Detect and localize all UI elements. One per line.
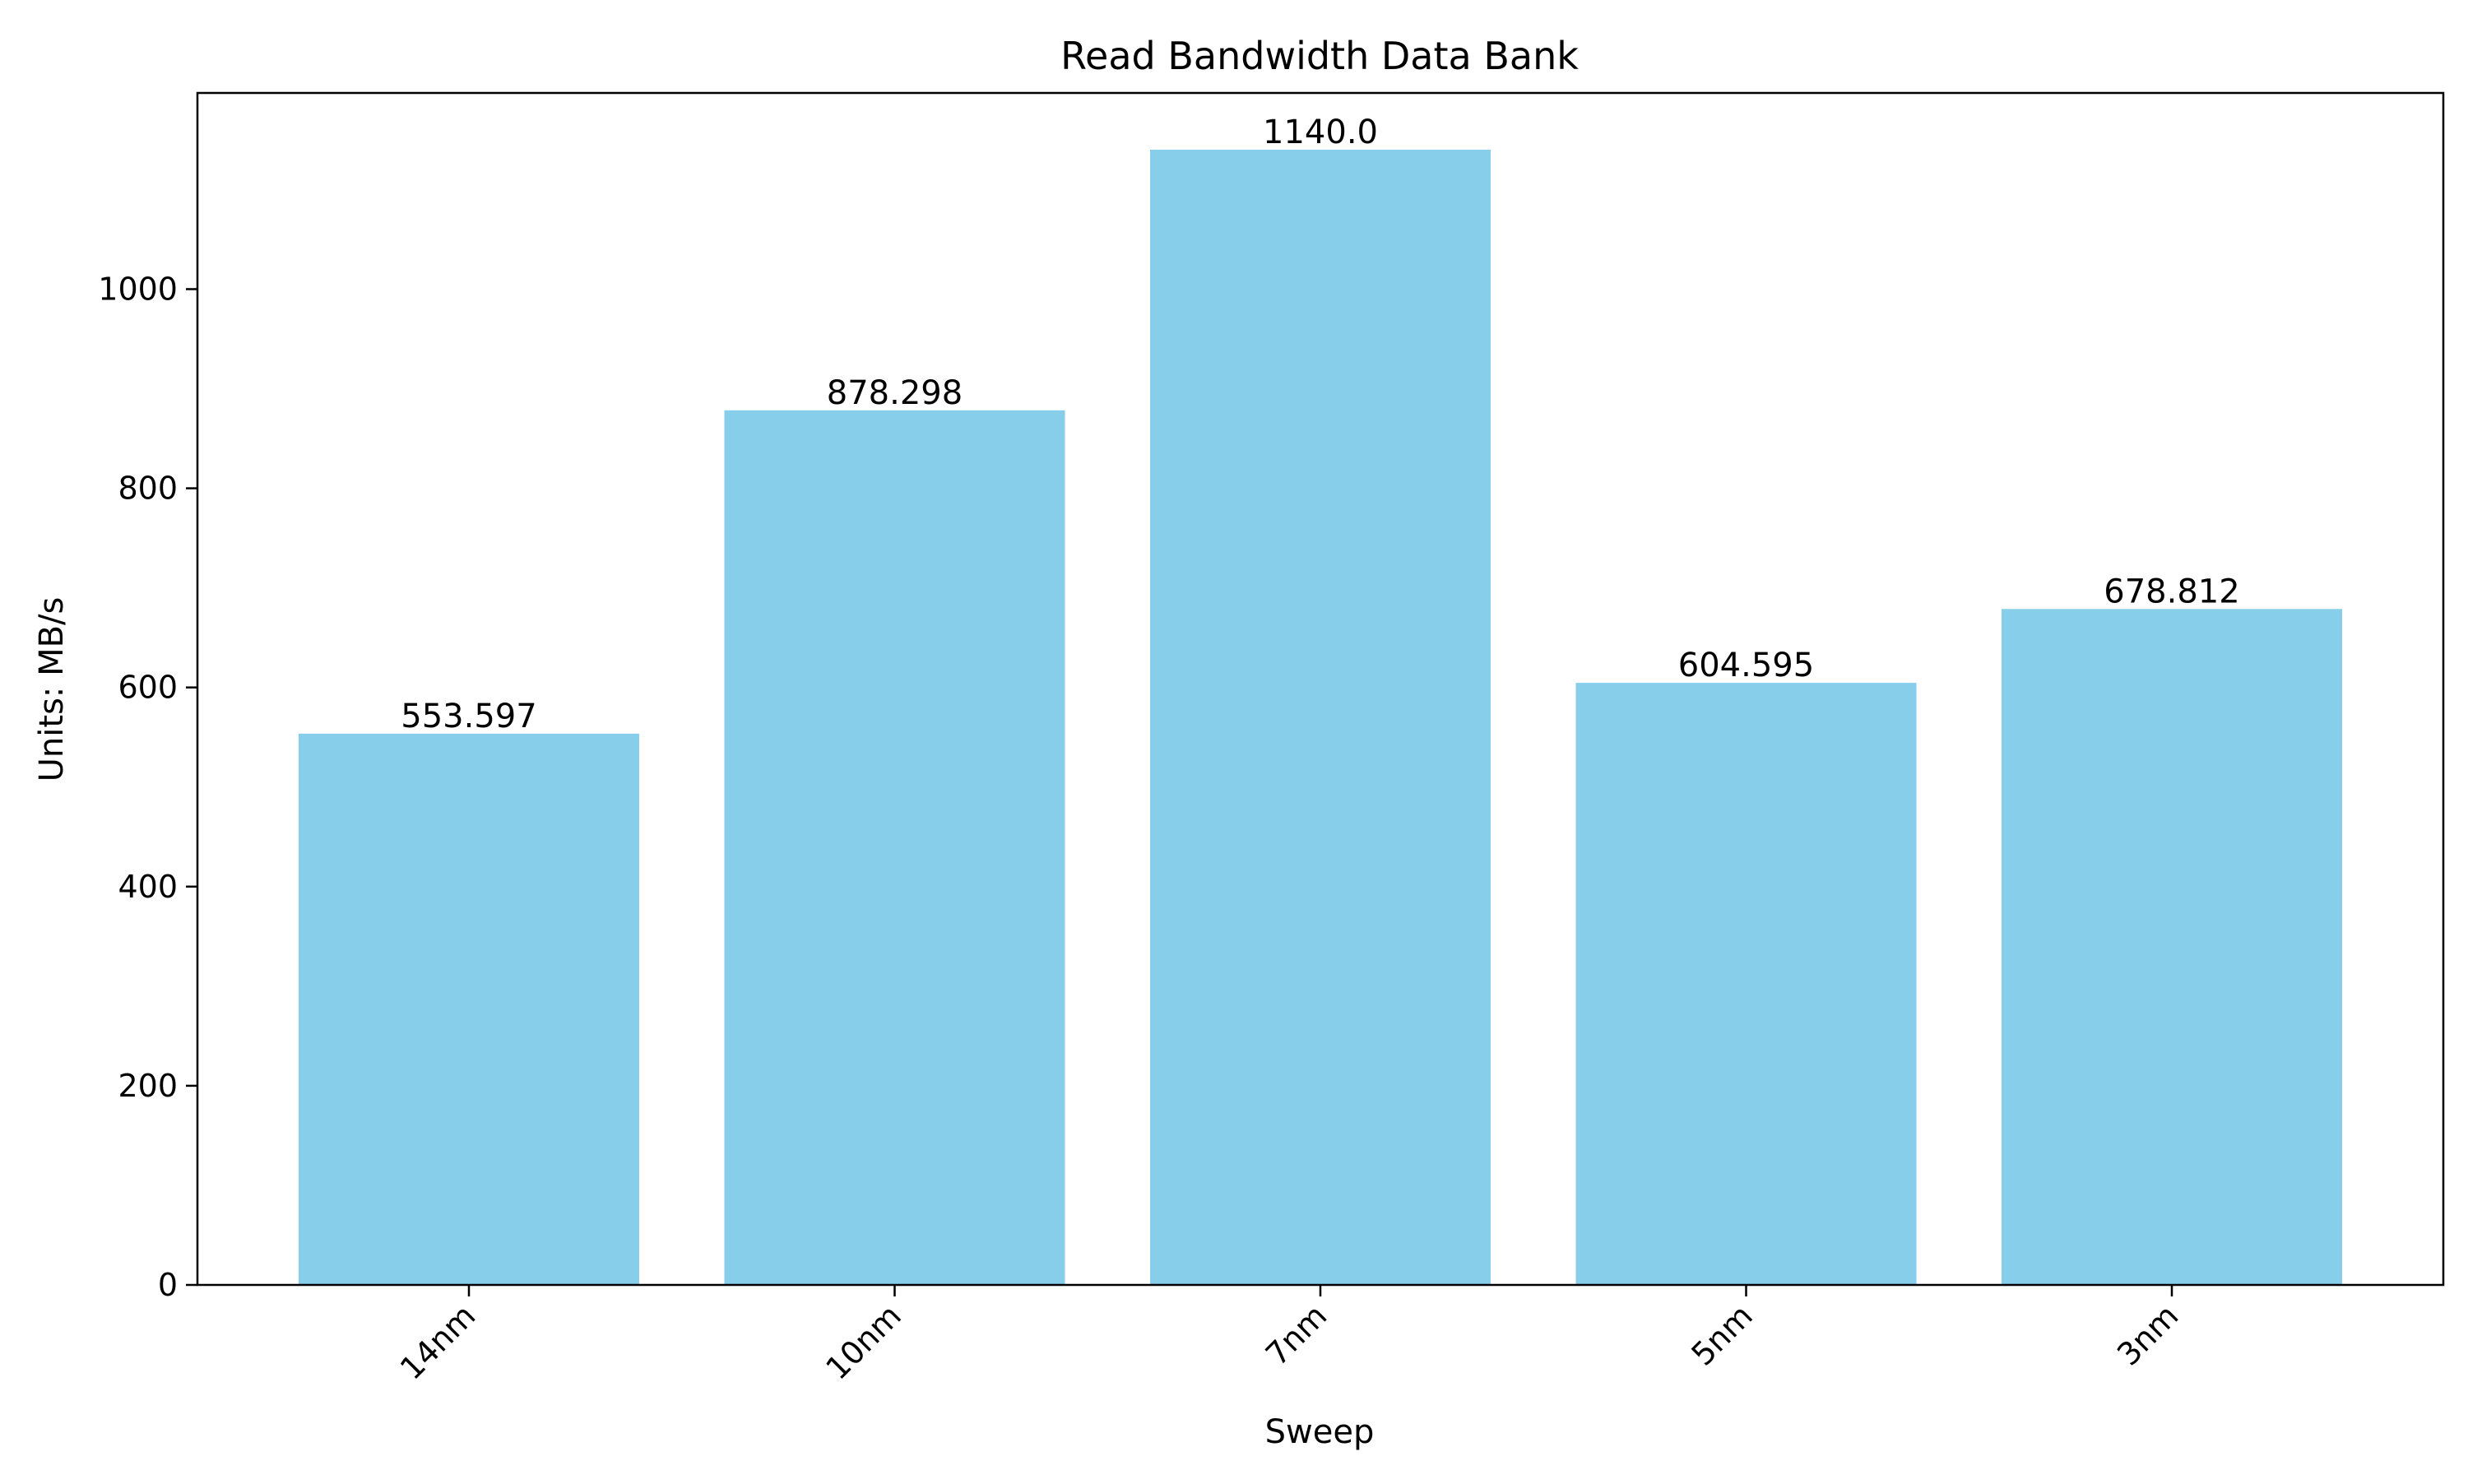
x-axis: 14nm 10nm 7nm 5nm 3nm: [393, 1285, 2185, 1387]
x-tick-label: 14nm: [393, 1297, 483, 1387]
value-labels-layer: 553.597 878.298 1140.0 604.595 678.812: [401, 114, 2239, 735]
bar-value-label: 604.595: [1678, 647, 1814, 684]
y-tick-label: 400: [118, 869, 178, 905]
x-tick-label: 7nm: [1259, 1297, 1334, 1372]
bar-7nm: [1150, 150, 1491, 1285]
bar-value-label: 553.597: [401, 698, 536, 735]
bar-14nm: [299, 733, 639, 1285]
bar-3nm: [2002, 609, 2342, 1285]
bar-10nm: [724, 410, 1065, 1286]
y-tick-label: 800: [118, 471, 178, 507]
bar-value-label: 1140.0: [1263, 114, 1378, 151]
y-axis: 0 200 400 600 800 1000: [98, 271, 197, 1303]
bar-value-label: 878.298: [827, 374, 963, 412]
y-tick-label: 1000: [98, 271, 178, 307]
y-tick-label: 0: [158, 1267, 178, 1303]
x-tick-label: 10nm: [819, 1297, 908, 1387]
chart-title: Read Bandwidth Data Bank: [1060, 34, 1579, 78]
x-tick-label: 3nm: [2110, 1297, 2185, 1372]
plot-frame: [196, 91, 2445, 1287]
y-axis-label: Units: MB/s: [33, 597, 71, 782]
y-tick-label: 600: [118, 670, 178, 706]
bar-value-label: 678.812: [2104, 573, 2239, 610]
bar-5nm: [1575, 683, 1917, 1285]
x-tick-label: 5nm: [1684, 1297, 1759, 1372]
x-axis-label: Sweep: [1265, 1413, 1375, 1451]
bars-layer: [299, 150, 2342, 1286]
y-tick-label: 200: [118, 1068, 178, 1104]
